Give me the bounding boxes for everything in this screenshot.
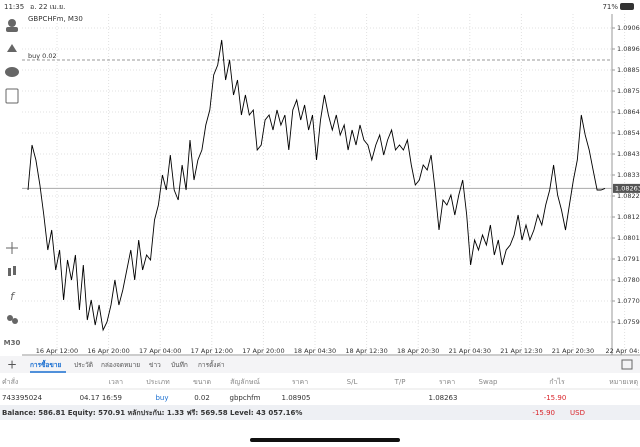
- equity: Equity: 570.91: [68, 409, 125, 417]
- y-tick-label: 1.08015: [617, 234, 640, 242]
- candles-icon-2[interactable]: [13, 266, 16, 275]
- price-line: [27, 39, 606, 332]
- column-header: Swap: [479, 378, 498, 386]
- cell-size[interactable]: 0.02: [194, 394, 210, 402]
- crosshair-icon[interactable]: [6, 242, 18, 254]
- column-header: ประเภท: [146, 378, 170, 386]
- margin-level: Level: 43 057.16%: [230, 409, 302, 417]
- column-header: เวลา: [108, 378, 123, 386]
- y-tick-label: 1.08225: [617, 192, 640, 200]
- y-tick-label: 1.08645: [617, 108, 640, 116]
- current-price-label: 1.08263: [615, 184, 640, 192]
- cell-open-price[interactable]: 1.08905: [282, 394, 311, 402]
- cell-price[interactable]: 1.08263: [429, 394, 458, 402]
- column-header: ขนาด: [193, 378, 211, 386]
- total-profit: -15.90: [532, 409, 555, 417]
- x-tick-label: 21 Apr 04:30: [449, 347, 491, 355]
- tab[interactable]: ประวัติ: [74, 361, 93, 369]
- y-tick-label: 1.08750: [617, 87, 640, 95]
- x-tick-label: 21 Apr 12:30: [500, 347, 542, 355]
- column-header: หมายเหตุ: [609, 378, 638, 386]
- add-button[interactable]: +: [7, 358, 17, 372]
- y-tick-label: 1.07595: [617, 318, 640, 326]
- account-icon[interactable]: [8, 19, 16, 27]
- column-header: ราคา: [439, 378, 455, 386]
- column-header: ราคา: [292, 378, 308, 386]
- x-tick-label: 18 Apr 12:30: [345, 347, 387, 355]
- x-tick-label: 21 Apr 20:30: [552, 347, 594, 355]
- chart-title: GBPCHFm, M30: [28, 15, 83, 23]
- balance-summary: Balance: 586.81 Equity: 570.91 หลักประกั…: [2, 409, 302, 417]
- current-price-box: [613, 183, 640, 193]
- y-tick-label: 1.08330: [617, 171, 640, 179]
- x-tick-label: 16 Apr 12:00: [36, 347, 78, 355]
- cell-type[interactable]: buy: [155, 394, 168, 402]
- objects-icon-2[interactable]: [12, 318, 18, 324]
- cell-profit[interactable]: -15.90: [544, 394, 567, 402]
- cell-time[interactable]: 04.17 16:59: [80, 394, 122, 402]
- y-tick-label: 1.07910: [617, 255, 640, 263]
- footer-band: [0, 405, 640, 420]
- order-line-label: buy 0.02: [28, 52, 57, 60]
- layout-button[interactable]: [621, 359, 633, 370]
- home-indicator: [250, 438, 400, 442]
- x-tick-label: 16 Apr 20:00: [87, 347, 129, 355]
- currency: USD: [570, 409, 585, 417]
- column-header: S/L: [347, 378, 358, 386]
- tab[interactable]: การตั้งค่า: [198, 360, 225, 369]
- y-tick-label: 1.08435: [617, 150, 640, 158]
- column-header: กำไร: [549, 377, 565, 386]
- toolbar[interactable]: f: [5, 19, 19, 324]
- tab[interactable]: กล่องจดหมาย: [101, 361, 140, 369]
- y-tick-label: 1.09065: [617, 24, 640, 32]
- indicator-icon[interactable]: [7, 44, 17, 52]
- cell-symbol[interactable]: gbpchfm: [230, 394, 261, 402]
- x-tick-label: 17 Apr 20:00: [242, 347, 284, 355]
- account-icon-body[interactable]: [6, 27, 18, 32]
- x-tick-label: 18 Apr 04:30: [294, 347, 336, 355]
- tab[interactable]: ข่าว: [149, 361, 161, 369]
- candles-icon[interactable]: [8, 268, 11, 276]
- battery-icon: [620, 3, 634, 10]
- y-tick-label: 1.07805: [617, 276, 640, 284]
- y-tick-label: 1.08540: [617, 129, 640, 137]
- balance: Balance: 586.81: [2, 409, 65, 417]
- status-time: 11:35: [4, 3, 24, 11]
- y-tick-label: 1.08960: [617, 45, 640, 53]
- objects-icon[interactable]: [7, 315, 13, 321]
- tab[interactable]: การซื้อขาย: [30, 359, 61, 369]
- tab-bar: [0, 356, 640, 373]
- status-date: อ. 22 เม.ย.: [30, 3, 65, 11]
- battery-text: 71%: [602, 3, 618, 11]
- new-order-icon[interactable]: [5, 88, 19, 104]
- x-tick-label: 22 Apr 04:3: [605, 347, 640, 355]
- function-icon[interactable]: f: [10, 290, 16, 303]
- margin: หลักประกัน: 1.33: [128, 409, 185, 417]
- y-tick-label: 1.08855: [617, 66, 640, 74]
- chat-icon[interactable]: [5, 67, 19, 77]
- tab[interactable]: บันทึก: [171, 361, 188, 369]
- timeframe[interactable]: M30: [4, 339, 21, 347]
- column-header: T/P: [394, 378, 406, 386]
- x-tick-label: 18 Apr 20:30: [397, 347, 439, 355]
- cell-order[interactable]: 743395024: [2, 394, 43, 402]
- free-margin: ฟรี: 569.58: [187, 409, 228, 417]
- x-tick-label: 17 Apr 04:00: [139, 347, 181, 355]
- column-header: คำสั่ง: [2, 377, 18, 386]
- column-header: สัญลักษณ์: [230, 378, 260, 386]
- x-tick-label: 17 Apr 12:00: [191, 347, 233, 355]
- y-tick-label: 1.07700: [617, 297, 640, 305]
- y-tick-label: 1.08120: [617, 213, 640, 221]
